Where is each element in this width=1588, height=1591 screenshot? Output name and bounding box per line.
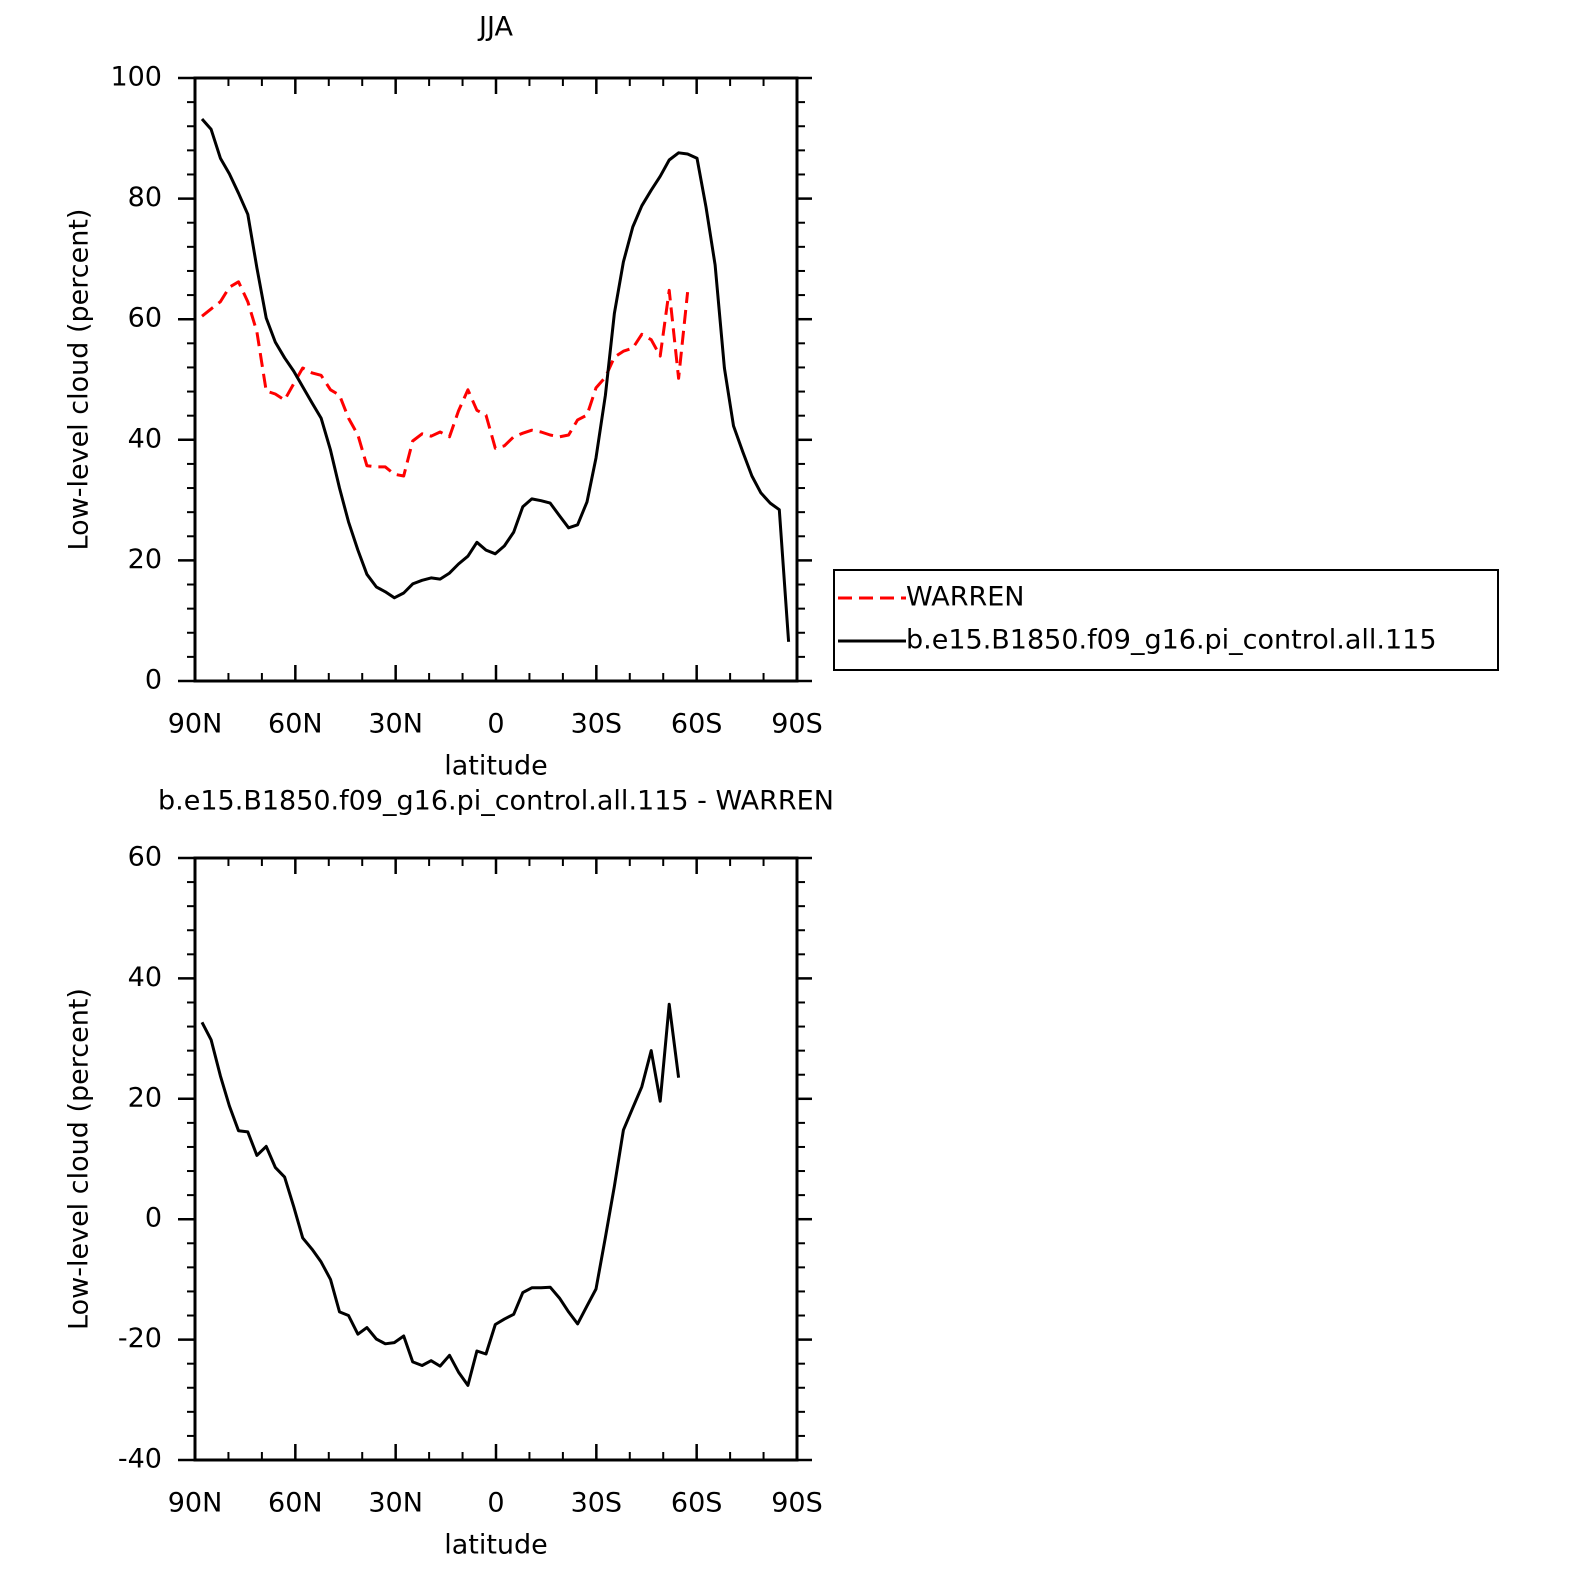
x-tick-label: 90S — [771, 1488, 823, 1519]
x-tick-label: 60N — [268, 709, 323, 740]
legend-label: WARREN — [906, 582, 1024, 613]
y-tick-label: 40 — [128, 423, 162, 454]
y-tick-label: 80 — [128, 182, 162, 213]
y-axis-label: Low-level cloud (percent) — [64, 988, 95, 1330]
x-tick-label: 60N — [268, 1488, 323, 1519]
x-tick-label: 90N — [168, 709, 223, 740]
x-tick-label: 90S — [771, 709, 823, 740]
y-tick-label: 0 — [145, 665, 162, 696]
plot-frame — [193, 76, 799, 683]
x-tick-label: 30S — [571, 1488, 623, 1519]
y-tick-label: 60 — [128, 303, 162, 334]
y-tick-label: 100 — [110, 62, 162, 93]
y-tick-label: -20 — [118, 1323, 162, 1354]
y-tick-label: 60 — [128, 842, 162, 873]
y-tick-label: 40 — [128, 962, 162, 993]
legend-label: b.e15.B1850.f09_g16.pi_control.all.115 — [906, 625, 1437, 656]
y-axis-label: Low-level cloud (percent) — [64, 209, 95, 551]
x-tick-label: 90N — [168, 1488, 223, 1519]
chart-title: b.e15.B1850.f09_g16.pi_control.all.115 -… — [158, 786, 834, 817]
x-tick-label: 30N — [368, 1488, 423, 1519]
plot-frame — [193, 856, 799, 1462]
x-tick-label: 30S — [571, 709, 623, 740]
x-tick-label: 60S — [671, 1488, 723, 1519]
x-tick-label: 30N — [368, 709, 423, 740]
x-tick-label: 0 — [487, 709, 504, 740]
y-tick-label: -40 — [118, 1444, 162, 1475]
y-tick-label: 20 — [128, 544, 162, 575]
x-tick-label: 60S — [671, 709, 723, 740]
x-tick-label: 0 — [487, 1488, 504, 1519]
legend-box — [833, 569, 1499, 671]
data-line — [200, 118, 791, 642]
y-tick-label: 0 — [145, 1203, 162, 1234]
x-axis-label: latitude — [444, 1530, 548, 1561]
y-tick-label: 20 — [128, 1082, 162, 1113]
x-axis-label: latitude — [444, 751, 548, 782]
data-line — [200, 1002, 681, 1387]
chart-title: JJA — [477, 12, 513, 43]
